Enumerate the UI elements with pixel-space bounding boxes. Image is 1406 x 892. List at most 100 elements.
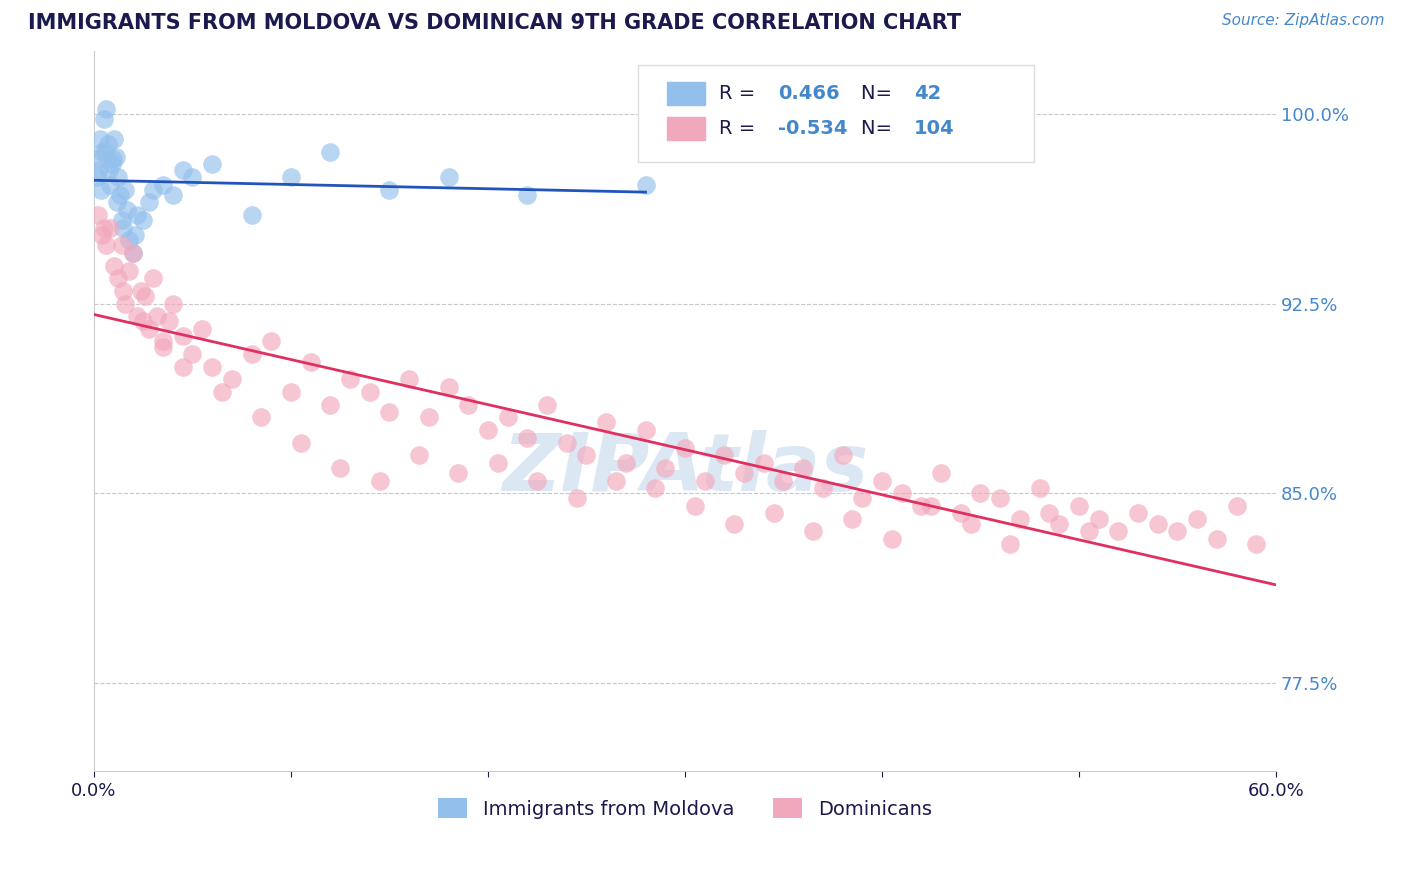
Point [654,461,676,475]
Point [1166,524,1188,538]
Text: -0.534: -0.534 [779,119,848,138]
Point [142,271,165,285]
Point [1008,511,1031,525]
Point [280,170,302,185]
Point [112,220,135,235]
Point [1028,481,1050,495]
Point [132,314,155,328]
Point [146,309,169,323]
Bar [668,82,704,105]
Point [107,170,129,185]
Text: ZIPAtlas: ZIPAtlas [502,430,868,508]
Point [811,481,834,495]
Point [127,208,149,222]
Point [841,511,863,525]
Text: IMMIGRANTS FROM MOLDOVA VS DOMINICAN 9TH GRADE CORRELATION CHART: IMMIGRANTS FROM MOLDOVA VS DOMINICAN 9TH… [28,13,962,33]
Point [398,372,420,386]
Point [496,410,519,425]
Point [408,448,430,462]
Point [89,132,111,146]
Text: R =: R = [720,85,762,103]
Point [752,456,775,470]
Point [157,314,180,328]
Point [299,355,322,369]
Point [112,284,135,298]
Point [1047,516,1070,531]
Point [110,213,132,227]
Point [359,385,381,400]
Point [1077,524,1099,538]
Point [418,410,440,425]
Point [565,491,588,506]
Point [1225,499,1247,513]
Point [959,516,981,531]
Point [122,246,145,260]
Text: N=: N= [860,85,898,103]
Point [211,385,233,400]
Point [201,359,224,374]
Point [124,228,146,243]
Point [97,162,120,177]
Point [801,524,824,538]
Point [103,132,125,146]
Point [114,183,136,197]
Point [880,532,903,546]
Point [260,334,283,349]
Point [87,162,110,177]
Point [94,145,117,159]
Point [693,474,716,488]
Point [969,486,991,500]
Point [339,372,361,386]
Point [118,263,141,277]
Point [910,499,932,513]
Point [555,435,578,450]
Point [201,157,224,171]
Point [1067,499,1090,513]
Point [890,486,912,500]
Point [105,195,128,210]
Point [98,178,121,192]
Point [152,178,174,192]
Legend: Immigrants from Moldova, Dominicans: Immigrants from Moldova, Dominicans [430,790,939,827]
Point [101,153,124,167]
Point [1038,507,1060,521]
Point [536,398,558,412]
Point [368,474,391,488]
Point [929,466,952,480]
Point [122,246,145,260]
Point [134,289,156,303]
Point [949,507,972,521]
Point [378,405,401,419]
Point [1107,524,1129,538]
Point [605,474,627,488]
Point [1244,537,1267,551]
Point [437,380,460,394]
Point [90,145,112,159]
Point [181,170,204,185]
Point [152,340,174,354]
Point [733,466,755,480]
Point [280,385,302,400]
Point [240,347,263,361]
Text: N=: N= [860,119,898,138]
Point [1205,532,1227,546]
Point [290,435,312,450]
Point [240,208,263,222]
Point [181,347,204,361]
Text: Source: ZipAtlas.com: Source: ZipAtlas.com [1222,13,1385,29]
Point [1146,516,1168,531]
Point [103,259,125,273]
Point [1126,507,1149,521]
Point [87,153,110,167]
Point [93,220,115,235]
Point [94,102,117,116]
Point [172,162,194,177]
Point [172,359,194,374]
Point [132,213,155,227]
Point [98,220,121,235]
Point [634,178,657,192]
Point [713,448,735,462]
Point [94,238,117,252]
Point [104,150,127,164]
Point [162,187,184,202]
